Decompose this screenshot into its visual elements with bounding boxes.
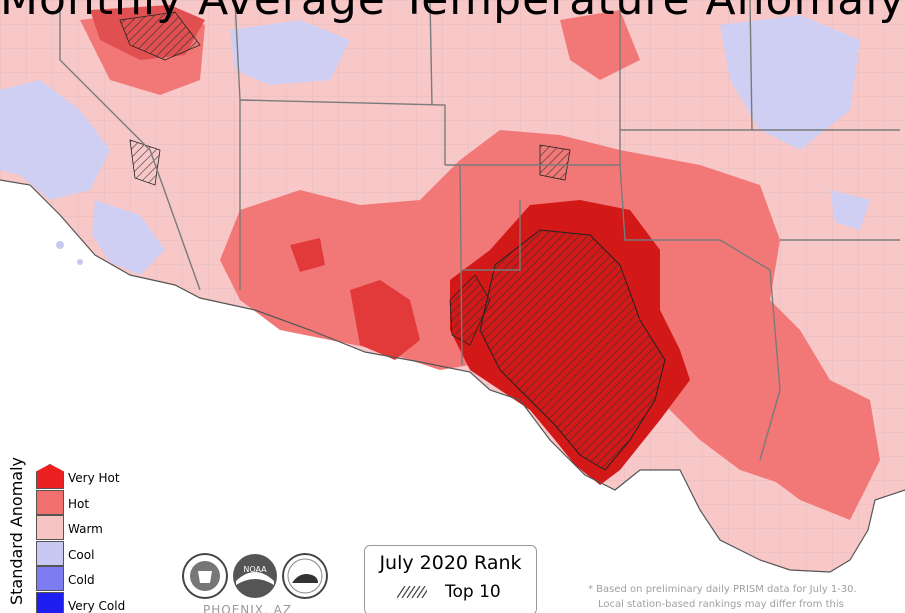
top10-hatch-ca: [129, 139, 161, 186]
cool-region-utah: [230, 20, 350, 85]
legend-swatch: [36, 489, 64, 515]
office-label: PHOENIX, AZ: [203, 603, 293, 613]
legend-swatch: [36, 515, 64, 540]
island: [77, 259, 83, 265]
legend-label: Cold: [68, 573, 95, 587]
legend-swatch: [36, 566, 64, 591]
noaa-logo-icon: NOAA: [233, 554, 277, 598]
legend-swatch: [36, 591, 64, 613]
state-borders: [59, 0, 900, 461]
legend-label: Very Cold: [68, 598, 126, 613]
rank-item-label: Top 10: [445, 582, 501, 602]
svg-text:NOAA: NOAA: [243, 565, 267, 574]
cool-region-missouri: [830, 190, 870, 230]
hot-region-louisiana: [740, 400, 870, 520]
footnote-line2: Local station-based rankings may differ …: [598, 599, 844, 610]
legend-label: Cool: [68, 547, 95, 562]
ocean-area: [0, 180, 905, 613]
doc-seal-icon: [182, 553, 228, 599]
legend-axis-label: Standard Anomaly: [7, 456, 26, 606]
legend-label: Hot: [68, 496, 90, 511]
rank-title: July 2020 Rank: [379, 552, 522, 574]
top10-hatch-nm: [449, 274, 491, 346]
nws-logo-icon: [282, 553, 328, 599]
footnote-line1: * Based on preliminary daily PRISM data …: [588, 584, 857, 595]
cool-region-california: [0, 80, 110, 200]
cool-region-socal: [92, 200, 165, 275]
top10-hatch-co: [539, 144, 571, 181]
very-hot-region-az: [290, 238, 325, 272]
map-title: Monthly Average Temperature Anomaly: [0, 0, 905, 25]
cool-region-kansas: [720, 15, 860, 150]
coastline: [0, 179, 905, 573]
legend-swatch: [36, 540, 64, 566]
legend-label: Warm: [68, 522, 103, 536]
legend-label: Very Hot: [68, 471, 120, 485]
top10-hatch-nv: [119, 11, 201, 61]
rank-legend-box: July 2020 Rank Top 10: [364, 545, 537, 613]
hatch-swatch-icon: [397, 586, 427, 598]
very-hot-region-nm: [350, 280, 420, 360]
island: [56, 241, 64, 249]
top10-hatch-texas: [479, 229, 666, 471]
